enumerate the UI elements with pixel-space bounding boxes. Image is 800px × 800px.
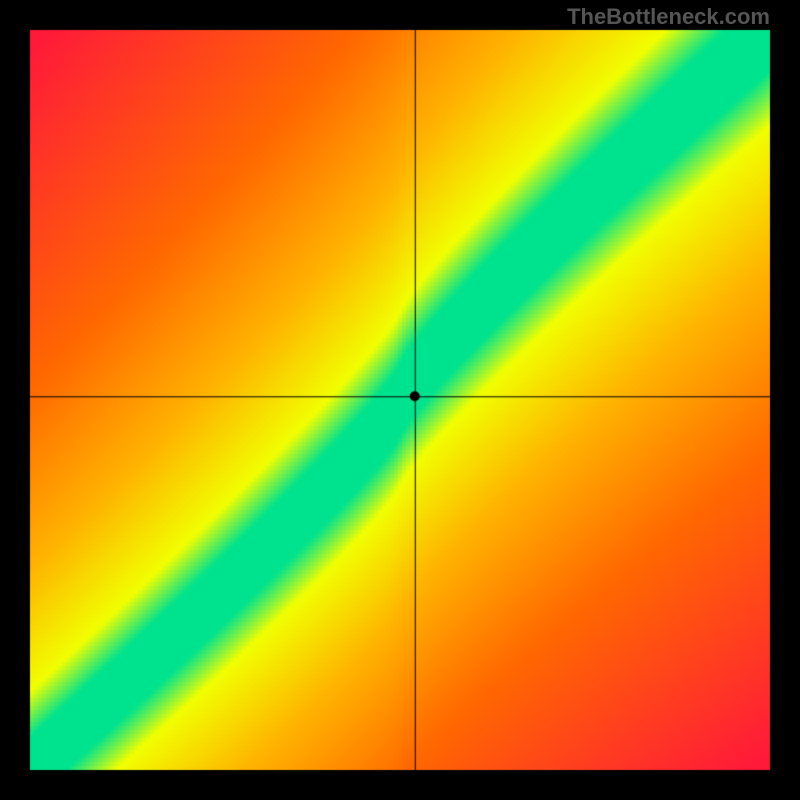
- watermark-text: TheBottleneck.com: [567, 4, 770, 30]
- bottleneck-heatmap: [0, 0, 800, 800]
